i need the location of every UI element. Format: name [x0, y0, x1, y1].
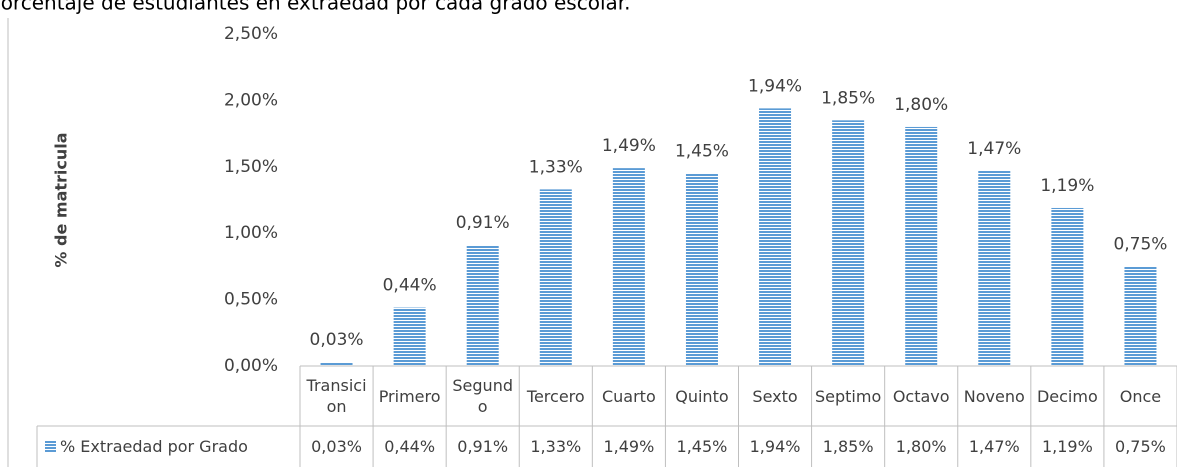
category-cell: Septimo [814, 386, 882, 406]
value-cell: 0,44% [384, 437, 436, 456]
data-label: 0,75% [1113, 234, 1167, 254]
data-label: 0,03% [310, 330, 364, 350]
y-tick-label: 0,00% [224, 356, 278, 376]
bar [539, 189, 572, 366]
value-cell: 0,03% [311, 437, 362, 456]
data-label: 1,33% [529, 157, 583, 177]
data-label: 1,19% [1040, 176, 1094, 196]
bar [612, 168, 645, 366]
y-tick-label: 1,00% [224, 223, 278, 243]
category-cell: Cuarto [601, 386, 656, 406]
category-cell: Once [1119, 386, 1162, 406]
y-tick-label: 2,00% [224, 90, 278, 110]
value-cell: 1,19% [1041, 437, 1093, 456]
legend-swatch [45, 441, 56, 452]
data-label: 1,45% [675, 141, 729, 161]
value-cell: 0,91% [457, 437, 509, 456]
data-label: 1,94% [748, 76, 802, 96]
data-label: 1,49% [602, 136, 656, 156]
y-tick-label: 1,50% [224, 157, 278, 177]
category-cell: Primero [378, 386, 441, 406]
value-cell: 1,94% [749, 437, 801, 456]
bar [759, 108, 792, 367]
value-cell: 1,45% [676, 437, 728, 456]
data-label: 1,80% [894, 95, 948, 115]
value-cell: 1,47% [968, 437, 1020, 456]
bar [393, 307, 426, 366]
chart-title: porcentaje de estudiantes en extraedad p… [0, 0, 631, 15]
bar [832, 120, 865, 366]
category-cell: Tercero [526, 386, 585, 406]
bar [685, 173, 718, 366]
category-cell: Quinto [675, 386, 729, 406]
bar [320, 362, 353, 366]
data-label: 1,47% [967, 139, 1021, 159]
data-label: 0,91% [456, 213, 510, 233]
category-cell: Decimo [1036, 386, 1098, 406]
legend-label: % Extraedad por Grado [60, 437, 248, 456]
value-cell: 1,49% [603, 437, 655, 456]
value-cell: 1,85% [822, 437, 874, 456]
y-tick-label: 0,50% [224, 290, 278, 310]
category-cell: Sexto [752, 386, 798, 406]
data-label: 1,85% [821, 88, 875, 108]
value-cell: 1,80% [895, 437, 947, 456]
bar [1124, 266, 1157, 366]
category-cell: Noveno [963, 386, 1025, 406]
category-cell: Segundo [452, 376, 513, 416]
category-cell: Transicion [306, 376, 367, 416]
y-axis-label: % de matricula [52, 132, 71, 267]
bar [978, 170, 1011, 366]
data-label: 0,44% [383, 276, 437, 296]
value-cell: 0,75% [1115, 437, 1166, 456]
value-cell: 1,33% [530, 437, 582, 456]
bar [1051, 207, 1084, 366]
bar [466, 245, 499, 366]
y-tick-label: 2,50% [224, 24, 278, 44]
category-cell: Octavo [892, 386, 950, 406]
bar [905, 126, 938, 367]
